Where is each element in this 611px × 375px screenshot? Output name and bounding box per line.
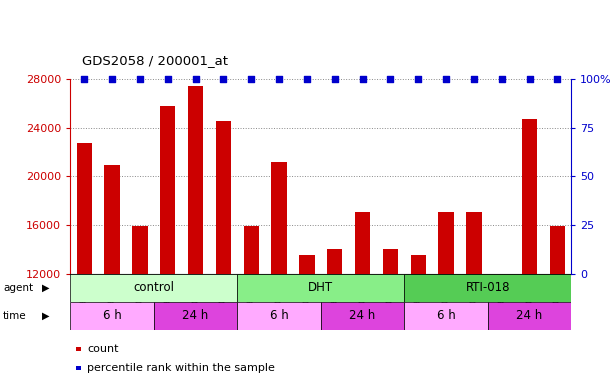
Bar (299, 255, 315, 274)
Text: 24 h: 24 h (516, 309, 543, 322)
Point (497, 76, 507, 82)
Bar (488, 302, 571, 330)
Point (386, 76, 395, 82)
Bar (237, 302, 321, 330)
Point (135, 76, 145, 82)
Bar (550, 226, 565, 274)
Text: 24 h: 24 h (183, 309, 208, 322)
Bar (160, 106, 175, 274)
Point (441, 76, 451, 82)
Text: ▶: ▶ (42, 311, 49, 321)
Bar (216, 122, 231, 274)
Bar (438, 211, 454, 274)
Point (163, 76, 172, 82)
Point (525, 76, 535, 82)
Bar (70, 302, 154, 330)
Point (469, 76, 479, 82)
Bar (404, 302, 488, 330)
Bar (382, 249, 398, 274)
Text: 6 h: 6 h (269, 309, 288, 322)
Bar (411, 255, 426, 274)
Bar (237, 274, 404, 302)
Bar (522, 119, 537, 274)
Point (219, 76, 229, 82)
Text: RTI-018: RTI-018 (466, 281, 510, 294)
Point (330, 76, 340, 82)
Text: 24 h: 24 h (349, 309, 376, 322)
Text: time: time (3, 311, 27, 321)
Point (246, 76, 256, 82)
Text: GDS2058 / 200001_at: GDS2058 / 200001_at (82, 54, 229, 68)
Text: control: control (133, 281, 174, 294)
Point (302, 76, 312, 82)
Text: 6 h: 6 h (437, 309, 455, 322)
Bar (188, 86, 203, 274)
Bar (154, 302, 237, 330)
Point (191, 76, 200, 82)
Bar (355, 211, 370, 274)
Text: DHT: DHT (308, 281, 334, 294)
Point (107, 76, 117, 82)
Text: percentile rank within the sample: percentile rank within the sample (87, 363, 275, 373)
Point (274, 76, 284, 82)
Bar (244, 226, 259, 274)
Bar (70, 274, 237, 302)
Text: 6 h: 6 h (103, 309, 122, 322)
Bar (132, 226, 147, 274)
Bar (327, 249, 342, 274)
Bar (466, 211, 481, 274)
Point (413, 76, 423, 82)
Bar (104, 165, 120, 274)
Text: ▶: ▶ (42, 283, 49, 293)
Point (79, 76, 89, 82)
Point (552, 76, 562, 82)
Bar (404, 274, 571, 302)
Bar (321, 302, 404, 330)
Bar (494, 274, 510, 275)
Point (357, 76, 367, 82)
Bar (271, 162, 287, 274)
Bar (76, 143, 92, 274)
Text: agent: agent (3, 283, 33, 293)
Text: count: count (87, 344, 119, 354)
